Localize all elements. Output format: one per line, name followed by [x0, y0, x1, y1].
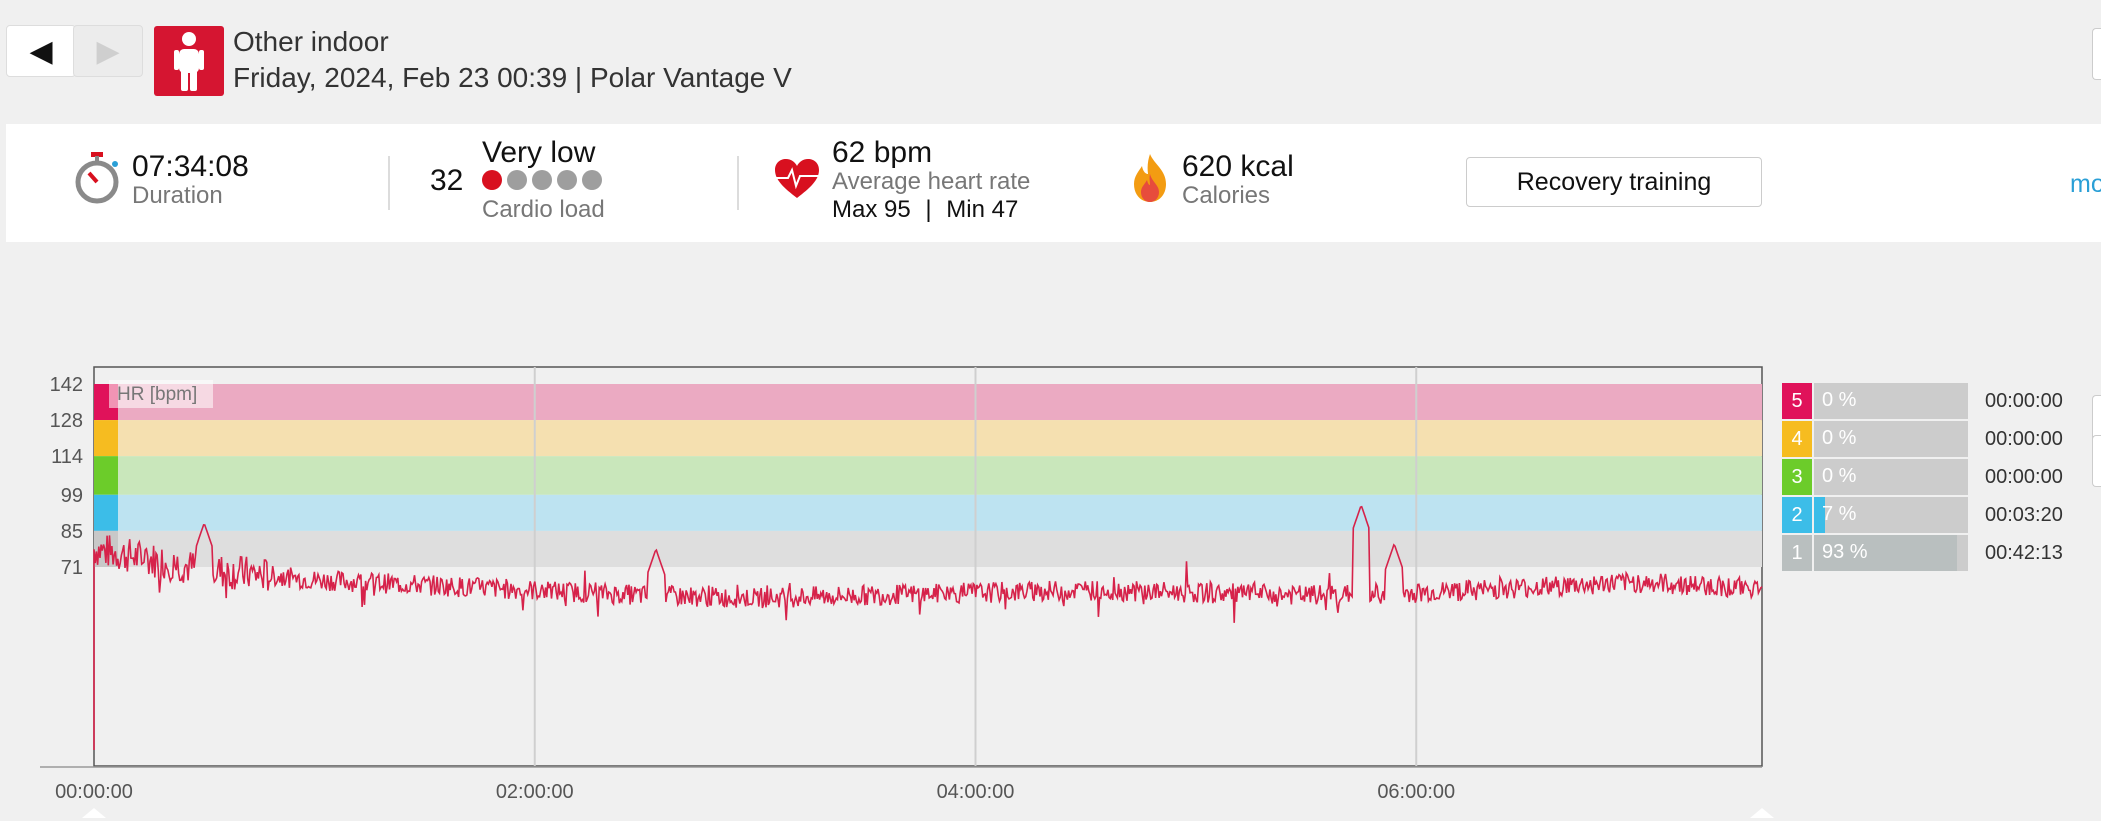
- divider: [737, 156, 739, 210]
- summary-panel: 07:34:08 Duration 32 Very low Cardio loa…: [6, 124, 2101, 242]
- flame-icon: [1130, 152, 1170, 209]
- cardio-load-dot: [582, 170, 602, 190]
- zone-percent-fill: [1814, 497, 1825, 533]
- session-subtitle: Friday, 2024, Feb 23 00:39 | Polar Vanta…: [233, 62, 792, 93]
- x-axis-ticks: 00:00:00 02:00:00 04:00:00 06:00:00: [55, 781, 1455, 803]
- heart-rate-chart[interactable]: 71 85 99 114 128 142 00:00:00 02:00:00 04:00:00…: [0, 350, 1780, 821]
- zone-marker-4: [94, 420, 118, 457]
- side-panel-handle[interactable]: [2092, 435, 2101, 487]
- cardio-load-dot: [557, 170, 577, 190]
- zone-band-2: [94, 494, 1762, 531]
- cardio-load-dot: [532, 170, 552, 190]
- zone-time: 00:42:13: [1985, 542, 2063, 564]
- zone-percent-fill: [1814, 535, 1958, 571]
- cardio-load-dot: [482, 170, 502, 190]
- y-axis-ticks: 71 85 99 114 128 142: [50, 374, 83, 579]
- side-panel-handle[interactable]: [2092, 28, 2101, 80]
- zone-number: 4: [1782, 421, 1812, 457]
- zone-percent-label: 0 %: [1822, 389, 1857, 411]
- ylabel-background: [109, 380, 213, 408]
- hr-separator: |: [925, 196, 932, 223]
- hr-max: Max 95: [832, 196, 911, 223]
- zone-time: 00:00:00: [1985, 466, 2063, 488]
- calories-value: 620 kcal: [1182, 150, 1294, 183]
- cardio-load-score: 32: [430, 164, 464, 197]
- x-tick-label: 06:00:00: [1377, 781, 1455, 803]
- sport-person-icon: [154, 26, 224, 96]
- x-tick-label: 04:00:00: [937, 781, 1015, 803]
- zone-percent-bar: 0 %: [1814, 421, 1968, 457]
- zone-number: 2: [1782, 497, 1812, 533]
- zone-bands: [94, 384, 1762, 567]
- zone-percent-bar: 0 %: [1814, 383, 1968, 419]
- next-session-button[interactable]: ▶: [73, 25, 143, 77]
- avg-hr-label: Average heart rate: [832, 168, 1031, 195]
- zone-percent-bar: 7 %: [1814, 497, 1968, 533]
- zone-percent-label: 93 %: [1822, 541, 1868, 563]
- training-benefit-button[interactable]: Recovery training: [1466, 157, 1762, 207]
- zone-row-3[interactable]: 3 0 %: [1782, 459, 1968, 495]
- range-end-handle[interactable]: [1750, 808, 1774, 818]
- zone-number: 1: [1782, 535, 1812, 571]
- hr-max-min: Max 95 | Min 47: [832, 196, 1018, 224]
- heart-icon: [774, 158, 820, 205]
- duration-label: Duration: [132, 182, 223, 209]
- zone-percent-label: 0 %: [1822, 427, 1857, 449]
- stopwatch-icon: [74, 152, 120, 209]
- zone-band-5: [94, 384, 1762, 421]
- y-tick-label: 85: [61, 521, 83, 543]
- divider: [388, 156, 390, 210]
- calories-label: Calories: [1182, 182, 1271, 209]
- cardio-load-level: Very low: [482, 136, 596, 169]
- zone-percent-label: 0 %: [1822, 465, 1857, 487]
- duration-value: 07:34:08: [132, 150, 249, 183]
- zone-row-1[interactable]: 1 93 %: [1782, 535, 1968, 571]
- y-tick-label: 71: [61, 557, 83, 579]
- vertical-grid: [533, 367, 1418, 766]
- zone-band-4: [94, 420, 1762, 457]
- zone-row-2[interactable]: 2 7 %: [1782, 497, 1968, 533]
- y-tick-label: 114: [51, 446, 83, 468]
- zone-time: 00:03:20: [1985, 504, 2063, 526]
- cardio-load-label: Cardio load: [482, 196, 605, 223]
- x-tick-label: 00:00:00: [55, 781, 133, 803]
- session-title: Other indoor: [233, 26, 389, 57]
- zone-percent-bar: 93 %: [1814, 535, 1968, 571]
- zone-percent-bar: 0 %: [1814, 459, 1968, 495]
- x-tick-label: 02:00:00: [496, 781, 574, 803]
- zone-time: 00:00:00: [1985, 428, 2063, 450]
- zone-row-4[interactable]: 4 0 %: [1782, 421, 1968, 457]
- zone-row-5[interactable]: 5 0 %: [1782, 383, 1968, 419]
- cardio-load-dot: [507, 170, 527, 190]
- hr-min: Min 47: [946, 196, 1019, 223]
- zone-band-3: [94, 456, 1762, 495]
- zone-number: 3: [1782, 459, 1812, 495]
- y-tick-label: 99: [61, 485, 83, 507]
- y-tick-label: 128: [50, 410, 83, 432]
- cardio-load-dots: [482, 170, 607, 190]
- range-start-handle[interactable]: [82, 808, 106, 818]
- y-tick-label: 142: [50, 374, 83, 396]
- zone-percent-label: 7 %: [1822, 503, 1857, 525]
- avg-hr-value: 62 bpm: [832, 136, 933, 169]
- y-axis-label: HR [bpm]: [117, 384, 197, 405]
- zone-marker-2: [94, 494, 118, 531]
- zone-band-1: [94, 530, 1762, 567]
- hr-series-line: [93, 505, 1763, 750]
- zone-time: 00:00:00: [1985, 390, 2063, 412]
- zone-number: 5: [1782, 383, 1812, 419]
- zone-marker-3: [94, 456, 118, 495]
- previous-session-button[interactable]: ◀: [6, 25, 76, 77]
- more-link[interactable]: mo: [2070, 170, 2101, 198]
